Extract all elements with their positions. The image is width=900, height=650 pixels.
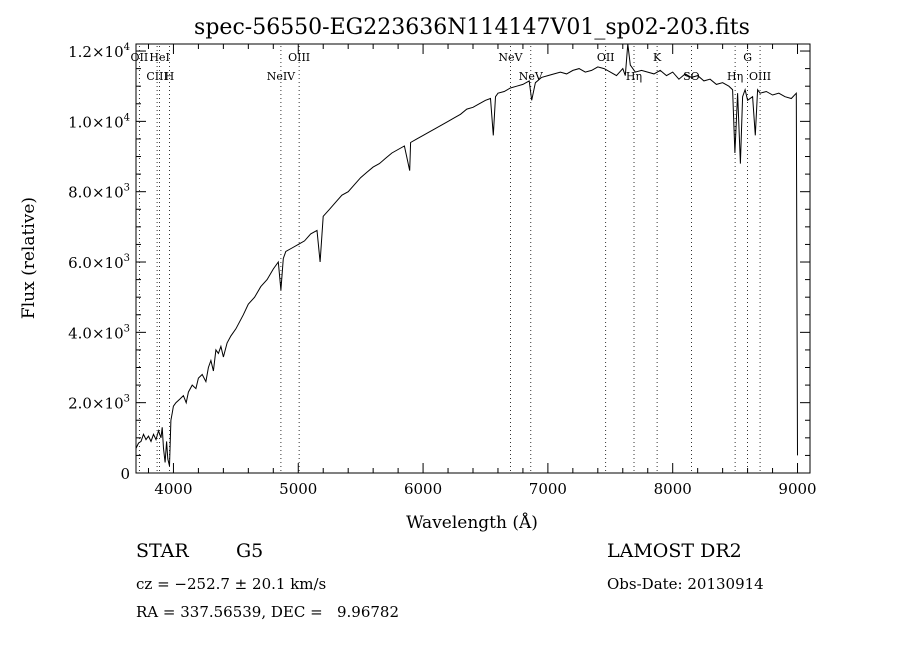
line-marker-label: Hη: [626, 70, 642, 83]
x-tick-label: 7000: [529, 480, 567, 498]
line-marker-label: Hη: [727, 70, 743, 83]
y-tick-label: 2.0×103: [68, 394, 130, 413]
spectrum-series-line: [135, 43, 798, 467]
x-tick-label: 5000: [279, 480, 317, 498]
object-class: STAR: [136, 540, 189, 562]
y-axis: 0 2.0×103 4.0×103 6.0×103 8.0×103 1.0×104 1.2×…: [68, 42, 810, 483]
line-marker-label: OII: [131, 51, 149, 64]
y-tick-label: 6.0×103: [68, 253, 130, 272]
line-marker-label: OII: [597, 51, 615, 64]
line-marker-label: NeIV: [267, 70, 296, 83]
x-tick-label: 8000: [654, 480, 692, 498]
line-marker-label: OIII: [288, 51, 310, 64]
line-marker-label: NeV: [519, 70, 544, 83]
y-tick-label: 8.0×103: [68, 183, 130, 202]
x-tick-label: 9000: [778, 480, 816, 498]
redshift-text: cz = −252.7 ± 20.1 km/s: [136, 575, 327, 593]
plot-frame: [135, 43, 811, 474]
object-subclass: G5: [236, 540, 264, 562]
line-marker-label: CIII: [146, 70, 167, 83]
y-axis-label: Flux (relative): [19, 197, 39, 319]
line-marker-label: OIII: [749, 70, 771, 83]
x-axis-label: Wavelength (Å): [406, 512, 538, 533]
chart-title: spec-56550-EG223636N114147V01_sp02-203.f…: [194, 15, 750, 40]
y-tick-label: 1.0×104: [68, 112, 130, 131]
line-marker-label: SO: [683, 70, 700, 83]
x-tick-label: 4000: [154, 480, 192, 498]
line-marker-label: K: [653, 51, 662, 64]
line-marker-label: G: [743, 51, 752, 64]
line-marker-label: H: [165, 70, 175, 83]
y-tick-label: 1.2×104: [68, 42, 130, 61]
y-tick-label: 4.0×103: [68, 323, 130, 342]
coordinates-text: RA = 337.56539, DEC = 9.96782: [136, 603, 400, 621]
survey-name: LAMOST DR2: [607, 540, 742, 562]
y-tick-label: 0: [120, 465, 130, 483]
line-marker-label: NeV: [498, 51, 523, 64]
obs-date-text: Obs-Date: 20130914: [607, 575, 764, 593]
line-marker-label: HeI: [149, 51, 169, 64]
x-axis: 4000 5000 6000 7000 8000 9000: [147, 44, 817, 498]
x-tick-label: 6000: [404, 480, 442, 498]
